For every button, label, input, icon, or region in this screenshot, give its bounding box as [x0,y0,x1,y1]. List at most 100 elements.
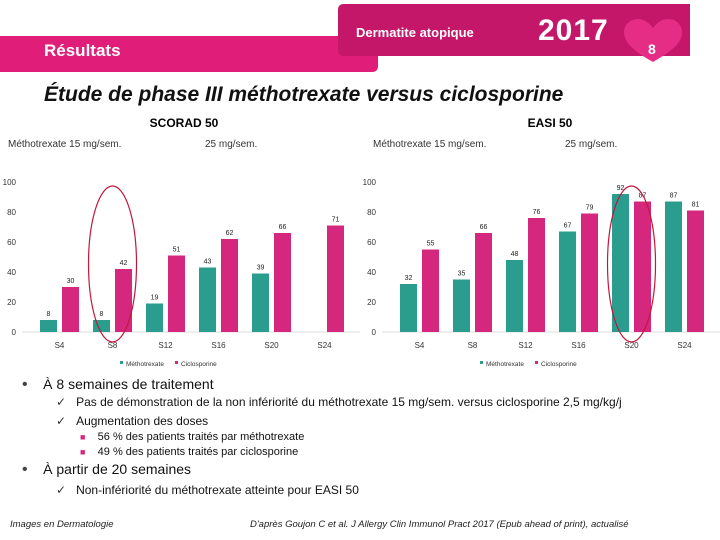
easi-bar-mtx [453,279,470,332]
scorad-ytick: 40 [7,268,16,277]
scorad-bar-mtx [93,320,110,332]
easi-legend-label: Méthotrexate [486,361,524,368]
easi-bar-mtx [506,260,523,332]
easi-legend-swatch [480,361,483,364]
easi-ytick: 80 [367,208,376,217]
easi-chart: 0 20 40 60 80 100 32 55 S4 35 66 S8 48 76 S12 67 79 S16 92… [363,178,720,368]
easi-xtick: S16 [571,341,586,350]
scorad-bar-ciclo [62,287,79,332]
bullet-2: • À partir de 20 semaines [22,461,192,478]
easi-ytick: 0 [372,328,377,337]
scorad-ytick: 0 [12,328,17,337]
scorad-bar-mtx [252,273,269,332]
easi-data-label: 87 [639,193,647,200]
scorad-legend-label: Méthotrexate [126,361,164,368]
scorad-data-label: 71 [332,217,340,224]
scorad-data-label: 51 [173,247,181,254]
scorad-xtick: S20 [264,341,279,350]
easi-ytick: 100 [363,178,377,187]
easi-data-label: 79 [586,205,594,212]
scorad-ytick: 60 [7,238,16,247]
easi-data-label: 92 [617,185,625,192]
year-label: 2017 [538,14,609,47]
scorad-bar-mtx [146,303,163,332]
easi-legend-label: Ciclosporine [541,361,577,368]
easi-xtick: S12 [518,341,533,350]
easi-xtick: S24 [677,341,692,350]
scorad-highlight-ellipse [87,185,138,343]
scorad-xtick: S24 [317,341,332,350]
scorad-legend-swatch [175,361,178,364]
easi-data-label: 48 [511,251,519,258]
bullet-1: • À 8 semaines de traitement [22,376,214,393]
easi-bar-ciclo [634,201,651,332]
footer-journal: Images en Dermatologie [10,519,114,530]
easi-bar-mtx [665,201,682,332]
scorad-bar-ciclo [327,225,344,332]
scorad-legend-label: Ciclosporine [181,361,217,368]
bullet-2-1: ✓ Non-infériorité du méthotrexate attein… [56,483,359,497]
scorad-xtick: S8 [108,341,118,350]
easi-data-label: 35 [458,271,466,278]
chart-title-scorad: SCORAD 50 [149,116,219,130]
scorad-xtick: S4 [55,341,65,350]
easi-xtick: S4 [415,341,425,350]
bullet-1-2-2: ■ 49 % des patients traités par ciclospo… [80,446,299,458]
scorad-xtick: S16 [211,341,226,350]
section-title: Résultats [44,41,121,60]
easi-ytick: 20 [367,298,376,307]
scorad-ytick: 20 [7,298,16,307]
scorad-data-label: 43 [204,259,212,266]
chart-title-easi: EASI 50 [527,116,573,130]
scorad-data-label: 42 [120,260,128,267]
easi-bar-ciclo [528,218,545,332]
scorad-xtick: S12 [158,341,173,350]
easi-data-label: 67 [564,223,572,230]
bullet-1-2-1: ■ 56 % des patients traités par méthotre… [80,431,305,443]
easi-data-label: 32 [405,275,413,282]
easi-bar-ciclo [475,233,492,332]
bullet-1-1: ✓ Pas de démonstration de la non infério… [56,395,622,409]
easi-xtick: S20 [624,341,639,350]
scorad-data-label: 62 [226,230,234,237]
easi-bar-mtx [559,231,576,332]
scorad-data-label: 30 [67,278,75,285]
easi-data-label: 81 [692,202,700,209]
easi-bar-mtx [612,194,629,332]
easi-xtick: S8 [468,341,478,350]
easi-data-label: 66 [480,224,488,231]
easi-data-label: 87 [670,193,678,200]
scorad-bar-ciclo [274,233,291,332]
scorad-data-label: 19 [151,295,159,302]
easi-bar-ciclo [422,249,439,332]
easi-legend-swatch [535,361,538,364]
easi-ytick: 40 [367,268,376,277]
dose-label-mtx-right: Méthotrexate 15 mg/sem. [373,139,487,150]
header-banner [0,4,690,72]
scorad-bar-mtx [40,320,57,332]
page-number: 8 [648,41,656,57]
easi-bar-mtx [400,284,417,332]
bullet-1-2: ✓ Augmentation des doses [56,414,209,428]
scorad-bar-ciclo [168,255,185,332]
easi-ytick: 60 [367,238,376,247]
dose-label-mtx-left: Méthotrexate 15 mg/sem. [8,139,122,150]
footer-citation: D'après Goujon C et al. J Allergy Clin I… [250,519,629,530]
easi-data-label: 76 [533,209,541,216]
easi-bar-ciclo [687,210,704,332]
scorad-legend-swatch [120,361,123,364]
easi-highlight-ellipse [606,185,657,343]
scorad-data-label: 39 [257,265,265,272]
dose-label-ciclo-right: 25 mg/sem. [565,139,618,150]
easi-bar-ciclo [581,213,598,332]
scorad-data-label: 66 [279,224,287,231]
dose-label-ciclo-left: 25 mg/sem. [205,139,258,150]
topic-label: Dermatite atopique [356,25,474,40]
scorad-bar-ciclo [221,239,238,332]
page-title: Étude de phase III méthotrexate versus c… [44,83,564,106]
scorad-data-label: 8 [47,311,51,318]
scorad-chart: 0 20 40 60 80 100 8 30 S4 8 42 S8 19 51 S12 43 62 S16 39 66… [3,178,360,368]
scorad-data-label: 8 [100,311,104,318]
scorad-ytick: 100 [3,178,17,187]
easi-data-label: 55 [427,241,435,248]
